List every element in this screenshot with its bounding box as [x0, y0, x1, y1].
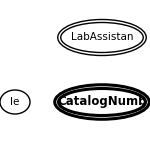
Text: le: le	[10, 97, 20, 107]
Text: CatalogNumb: CatalogNumb	[57, 96, 147, 108]
Text: LabAssistan: LabAssistan	[71, 33, 133, 42]
